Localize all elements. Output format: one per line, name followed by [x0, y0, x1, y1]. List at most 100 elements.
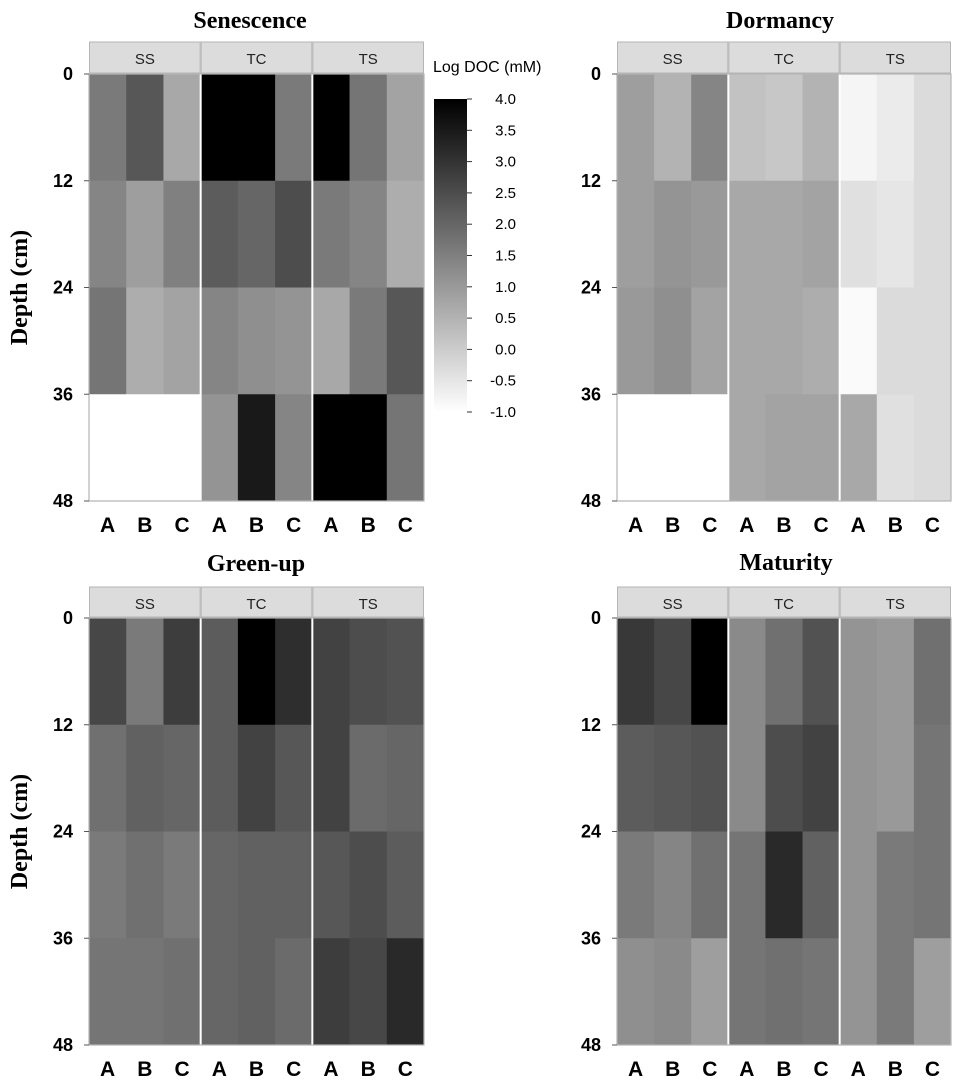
heatmap-cell	[802, 831, 841, 939]
x-tick-label: C	[925, 514, 940, 537]
heatmap-cell	[913, 394, 952, 502]
facet-strip-ss	[617, 586, 729, 618]
heatmap-cell	[237, 287, 276, 395]
x-tick-label: A	[628, 1058, 643, 1081]
heatmap-cell	[876, 938, 915, 1046]
facet-strip-ss	[89, 41, 201, 74]
heatmap-cell	[349, 938, 388, 1046]
facet-strip-ts	[839, 41, 952, 74]
heatmap-cell	[200, 831, 239, 939]
x-tick-label: A	[212, 1058, 227, 1081]
y-tick-label: 48	[53, 491, 73, 511]
heatmap-cell	[654, 74, 692, 182]
facet-strip-label: TS	[359, 596, 378, 613]
facet-strip-ss	[89, 586, 201, 618]
facet-strip-label: TS	[886, 51, 905, 68]
heatmap-cell	[163, 618, 202, 726]
heatmap-cell	[617, 618, 655, 726]
heatmap-cell	[913, 938, 952, 1046]
x-tick-label: A	[100, 1058, 115, 1081]
heatmap-cell	[89, 938, 127, 1046]
y-tick-label: 24	[581, 822, 601, 842]
colorbar-tick-label: 2.0	[495, 216, 516, 233]
x-tick-label: A	[739, 514, 754, 537]
x-tick-label: B	[665, 1058, 680, 1081]
heatmap-cell	[765, 831, 803, 939]
heatmap-cell	[839, 724, 878, 832]
heatmap-cell	[654, 724, 692, 832]
y-tick-label: 36	[53, 384, 73, 404]
heatmap-cell	[89, 618, 127, 726]
heatmap-cell	[126, 74, 164, 182]
heatmap-cell	[89, 180, 127, 288]
heatmap-cell	[386, 618, 425, 726]
heatmap-cell	[200, 724, 239, 832]
colorbar-tick-label: 4.0	[495, 91, 516, 108]
heatmap-cell	[163, 74, 202, 182]
heatmap-cell	[312, 938, 350, 1046]
facet-strip-label: TC	[774, 596, 794, 613]
heatmap-cell	[654, 394, 692, 502]
heatmap-cell	[163, 938, 202, 1046]
panel-title: Green-up	[207, 551, 305, 577]
facet-strip-ts	[312, 41, 425, 74]
x-tick-label: C	[398, 514, 413, 537]
heatmap-cell	[765, 724, 803, 832]
heatmap-cell	[275, 287, 313, 395]
facet-strip-ts	[312, 586, 425, 618]
x-tick-label: C	[398, 1058, 413, 1081]
heatmap-cell	[386, 180, 425, 288]
heatmap-cell	[728, 618, 766, 726]
y-tick-label: 36	[581, 384, 601, 404]
x-tick-label: C	[702, 514, 717, 537]
x-tick-label: B	[888, 1058, 903, 1081]
heatmap-cell	[237, 938, 276, 1046]
panel-title: Senescence	[193, 8, 307, 34]
heatmap-cell	[802, 938, 841, 1046]
y-tick-label: 48	[581, 1035, 601, 1055]
heatmap-cell	[163, 724, 202, 832]
heatmap-cell	[349, 618, 388, 726]
colorbar-tick-label: 3.5	[495, 122, 516, 139]
heatmap-cell	[728, 74, 766, 182]
heatmap-cell	[876, 74, 915, 182]
x-tick-label: C	[286, 1058, 301, 1081]
x-tick-label: C	[174, 1058, 189, 1081]
heatmap-cell	[386, 724, 425, 832]
heatmap-cell	[691, 618, 729, 726]
heatmap-cell	[89, 287, 127, 395]
heatmap-cell	[126, 724, 164, 832]
y-tick-label: 48	[53, 1035, 73, 1055]
colorbar-legend: Log DOC (mM) 4.0 3.5 3.0 2.5 2.0 1.5 1.0 0.5 0.0…	[433, 59, 541, 421]
x-tick-label: B	[249, 1058, 264, 1081]
y-tick-label: 0	[63, 608, 73, 628]
colorbar-ticks: 4.0 3.5 3.0 2.5 2.0 1.5 1.0 0.5 0.0 -0.5 -1.0	[467, 91, 516, 421]
heatmap-cell	[765, 618, 803, 726]
heatmap-cell	[349, 831, 388, 939]
facet-strip-label: SS	[135, 51, 155, 68]
heatmap-cell	[876, 287, 915, 395]
colorbar-tick-label: 0.5	[495, 310, 516, 327]
heatmap-cell	[765, 74, 803, 182]
heatmap-cell	[163, 180, 202, 288]
heatmap-cell	[839, 394, 878, 502]
heatmap-cell	[691, 74, 729, 182]
facet-strip-label: SS	[663, 51, 683, 68]
heatmap-cell	[876, 831, 915, 939]
heatmap-cell	[126, 831, 164, 939]
facet-strip-label: TC	[247, 51, 267, 68]
x-tick-label: B	[776, 1058, 791, 1081]
facet-strip-tc	[200, 586, 313, 618]
x-tick-label: C	[814, 1058, 829, 1081]
heatmap-cell	[802, 394, 841, 502]
heatmap-cell	[312, 287, 350, 395]
heatmap-cell	[765, 938, 803, 1046]
heatmap-cell	[802, 618, 841, 726]
heatmap-cell	[802, 287, 841, 395]
x-tick-label: B	[249, 514, 264, 537]
y-tick-label: 0	[591, 608, 601, 628]
colorbar-tick-label: 2.5	[495, 185, 516, 202]
